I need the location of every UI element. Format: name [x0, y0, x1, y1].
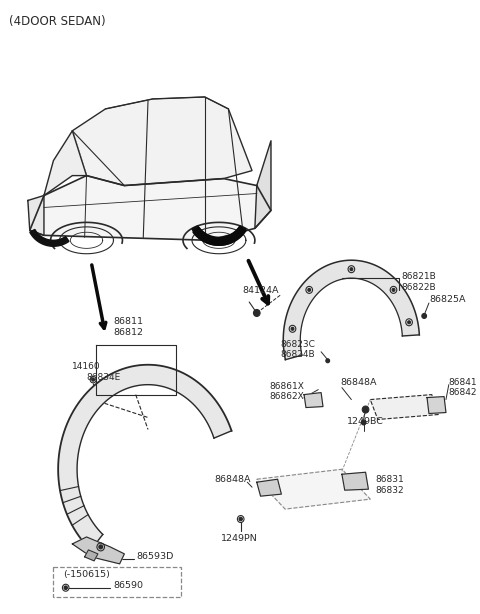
Polygon shape [30, 230, 69, 246]
Circle shape [362, 406, 369, 413]
Polygon shape [28, 195, 44, 235]
Polygon shape [304, 392, 323, 408]
Polygon shape [257, 469, 370, 509]
Text: 84124A: 84124A [242, 286, 279, 295]
Text: 86834E: 86834E [86, 373, 121, 382]
Circle shape [92, 378, 95, 381]
Circle shape [64, 586, 67, 589]
Polygon shape [84, 550, 98, 561]
Text: 14160: 14160 [72, 362, 101, 371]
Text: (4DOOR SEDAN): (4DOOR SEDAN) [9, 15, 106, 28]
Polygon shape [72, 97, 252, 185]
Polygon shape [30, 176, 271, 240]
Text: 1249PN: 1249PN [221, 534, 258, 543]
Polygon shape [192, 226, 246, 245]
Circle shape [350, 268, 353, 271]
Polygon shape [283, 260, 420, 360]
Text: 1249BC: 1249BC [347, 418, 384, 427]
Text: 86825A: 86825A [429, 295, 466, 304]
Circle shape [408, 321, 410, 324]
Polygon shape [342, 472, 368, 490]
Circle shape [326, 359, 330, 363]
Text: 86811
86812: 86811 86812 [113, 317, 143, 337]
Text: 86861X
86862X: 86861X 86862X [269, 382, 304, 401]
Circle shape [422, 314, 427, 319]
Polygon shape [58, 365, 231, 550]
Text: (-150615): (-150615) [63, 570, 110, 579]
Text: 86590: 86590 [113, 581, 143, 590]
Text: 86841
86842: 86841 86842 [449, 378, 478, 397]
Text: 86823C
86824B: 86823C 86824B [280, 340, 315, 359]
Text: 86593D: 86593D [137, 553, 174, 561]
Text: 86821B
86822B: 86821B 86822B [401, 272, 436, 292]
Circle shape [99, 545, 103, 549]
Polygon shape [427, 397, 446, 413]
Polygon shape [257, 479, 281, 496]
Circle shape [308, 289, 311, 292]
Polygon shape [72, 537, 124, 564]
Text: 86831
86832: 86831 86832 [375, 475, 404, 495]
Circle shape [291, 327, 294, 330]
Circle shape [392, 289, 395, 292]
Polygon shape [193, 226, 246, 245]
Text: 86848A: 86848A [214, 475, 251, 484]
Circle shape [239, 517, 242, 521]
Circle shape [361, 420, 366, 425]
Circle shape [253, 309, 260, 316]
Polygon shape [255, 141, 271, 228]
Polygon shape [370, 395, 438, 419]
Polygon shape [44, 131, 86, 195]
Text: 86848A: 86848A [340, 378, 376, 387]
